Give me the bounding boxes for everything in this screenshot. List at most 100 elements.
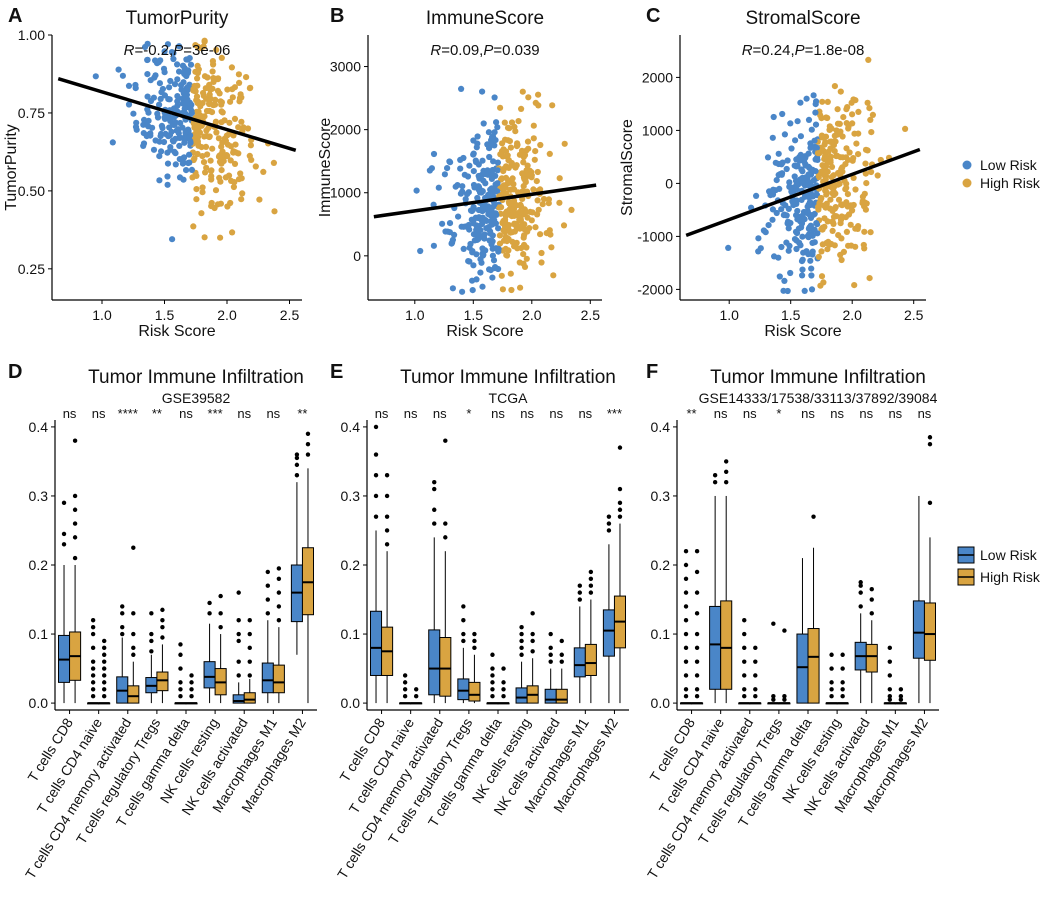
y-tick-label: 0.25 bbox=[18, 261, 45, 277]
outlier-point bbox=[501, 680, 506, 685]
data-point bbox=[133, 126, 140, 133]
data-point bbox=[507, 144, 514, 151]
outlier-point bbox=[101, 666, 107, 671]
data-point bbox=[205, 125, 212, 132]
box-high bbox=[778, 628, 791, 705]
data-point bbox=[174, 93, 181, 100]
data-point bbox=[194, 140, 202, 147]
panel-letter: D bbox=[8, 361, 22, 383]
panel-f-boxplot: F Tumor Immune Infiltration GSE14333/17538… bbox=[644, 361, 939, 882]
panel-letter: C bbox=[646, 5, 660, 27]
outlier-point bbox=[742, 631, 747, 637]
data-point bbox=[204, 74, 211, 81]
data-point bbox=[812, 101, 819, 108]
data-point bbox=[247, 84, 254, 91]
data-point bbox=[176, 174, 184, 181]
box-high bbox=[497, 666, 510, 705]
data-point bbox=[799, 266, 806, 273]
chart-title: TumorPurity bbox=[126, 8, 229, 29]
data-point bbox=[533, 178, 540, 185]
outlier-point bbox=[683, 604, 689, 609]
data-point bbox=[489, 274, 496, 281]
data-point bbox=[494, 159, 501, 166]
outlier-point bbox=[247, 631, 252, 637]
data-point bbox=[238, 175, 245, 182]
data-point bbox=[793, 245, 800, 253]
data-point bbox=[770, 113, 777, 121]
outlier-point bbox=[131, 545, 136, 550]
data-point bbox=[798, 196, 805, 203]
data-point bbox=[164, 181, 171, 188]
data-point bbox=[785, 247, 792, 254]
data-point bbox=[810, 177, 818, 184]
data-point bbox=[506, 125, 513, 132]
outlier-point bbox=[519, 645, 524, 651]
significance-label: * bbox=[776, 406, 781, 421]
boxplot-legend: Low Risk High Risk bbox=[957, 546, 1041, 586]
data-point bbox=[794, 118, 801, 125]
outlier-point bbox=[72, 555, 78, 561]
data-point bbox=[449, 236, 456, 243]
data-point bbox=[538, 249, 545, 257]
outlier-point bbox=[443, 438, 448, 443]
data-point bbox=[494, 180, 501, 187]
outlier-point bbox=[294, 455, 300, 461]
outlier-point bbox=[606, 514, 612, 519]
outlier-point bbox=[753, 687, 758, 692]
data-point bbox=[846, 149, 853, 156]
data-point bbox=[125, 82, 133, 89]
data-point bbox=[180, 90, 187, 97]
data-point bbox=[194, 131, 201, 138]
data-point bbox=[451, 231, 458, 238]
data-point bbox=[771, 253, 778, 260]
box-low bbox=[232, 590, 245, 704]
outlier-point bbox=[178, 693, 183, 699]
data-point bbox=[176, 43, 183, 50]
box-iqr bbox=[720, 600, 733, 690]
stat-symbol: P bbox=[483, 42, 493, 59]
outlier-point bbox=[373, 424, 379, 430]
data-point bbox=[208, 176, 215, 183]
box-iqr bbox=[573, 647, 586, 678]
data-point bbox=[818, 248, 825, 255]
outlier-point bbox=[149, 649, 154, 654]
outlier-point bbox=[265, 611, 271, 616]
data-point bbox=[867, 116, 874, 123]
data-point bbox=[494, 167, 501, 174]
data-point bbox=[465, 258, 472, 265]
outlier-point bbox=[577, 597, 583, 602]
data-point bbox=[207, 167, 215, 175]
box-high bbox=[272, 566, 285, 704]
data-point bbox=[475, 161, 482, 168]
data-point bbox=[218, 167, 225, 174]
data-point bbox=[271, 208, 278, 215]
significance-label: ns bbox=[179, 406, 193, 421]
data-point bbox=[470, 150, 477, 157]
outlier-point bbox=[247, 673, 252, 678]
data-point bbox=[479, 214, 486, 221]
data-point bbox=[532, 99, 539, 106]
data-point bbox=[231, 160, 239, 167]
y-tick-label: 1000 bbox=[642, 122, 673, 138]
outlier-point bbox=[519, 624, 524, 630]
significance-label: ns bbox=[549, 406, 563, 421]
box-low bbox=[290, 452, 303, 655]
data-point bbox=[540, 195, 548, 203]
x-tick-label: 1.5 bbox=[155, 307, 175, 323]
data-point bbox=[180, 159, 187, 166]
box-iqr bbox=[515, 687, 528, 704]
significance-label: * bbox=[466, 406, 471, 421]
legend-box-low-label: Low Risk bbox=[980, 547, 1038, 563]
data-point bbox=[130, 110, 137, 117]
data-point bbox=[499, 140, 506, 147]
significance-label: ns bbox=[743, 406, 757, 421]
outlier-point bbox=[771, 693, 776, 699]
data-point bbox=[191, 155, 198, 162]
data-point bbox=[855, 108, 862, 115]
data-point bbox=[850, 174, 857, 181]
data-point bbox=[812, 109, 819, 116]
outlier-point bbox=[577, 590, 583, 595]
box-high bbox=[584, 569, 597, 704]
data-point bbox=[838, 166, 845, 173]
data-point bbox=[480, 120, 487, 127]
